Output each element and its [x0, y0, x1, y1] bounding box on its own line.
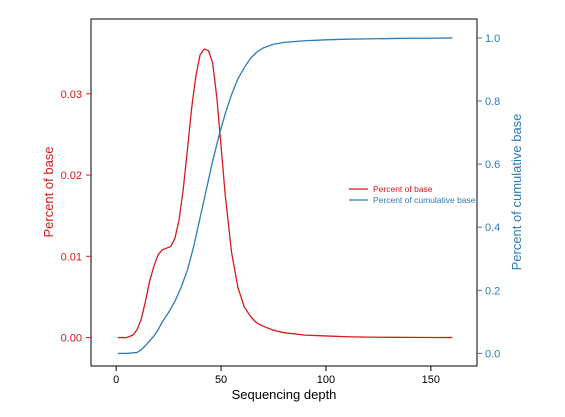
plot-frame — [90, 18, 478, 367]
x-tick-label: 100 — [317, 374, 335, 386]
left-axis-title: Percent of base — [41, 146, 56, 237]
x-axis-title: Sequencing depth — [232, 387, 337, 402]
right-axis: 0.0 0.2 0.4 0.6 0.8 1.0 — [477, 33, 500, 360]
x-axis: 0 50 100 150 — [113, 366, 440, 386]
series-line-percent-of-base — [117, 48, 453, 339]
right-tick-label: 1.0 — [485, 33, 500, 45]
right-tick-label: 0.6 — [485, 159, 500, 171]
legend: Percent of base Percent of cumulative ba… — [349, 184, 476, 205]
left-tick-label: 0.03 — [61, 89, 82, 101]
x-tick-label: 150 — [422, 374, 440, 386]
right-tick-label: 0.4 — [485, 222, 500, 234]
right-tick-label: 0.2 — [485, 285, 500, 297]
right-tick-label: 0.8 — [485, 96, 500, 108]
x-tick-label: 50 — [215, 374, 227, 386]
left-tick-label: 0.01 — [61, 251, 82, 263]
x-tick-label: 0 — [113, 374, 119, 386]
legend-label-percent-of-base: Percent of base — [373, 184, 433, 194]
right-axis-title: Percent of cumulative base — [509, 114, 524, 271]
left-axis: 0.00 0.01 0.02 0.03 — [61, 89, 91, 345]
right-tick-label: 0.0 — [485, 348, 500, 360]
left-tick-label: 0.00 — [61, 333, 82, 345]
series-line-percent-of-cumulative-base — [117, 37, 453, 355]
left-tick-label: 0.02 — [61, 170, 82, 182]
series-layer — [117, 37, 453, 355]
legend-label-percent-of-cumulative-base: Percent of cumulative base — [373, 195, 476, 205]
